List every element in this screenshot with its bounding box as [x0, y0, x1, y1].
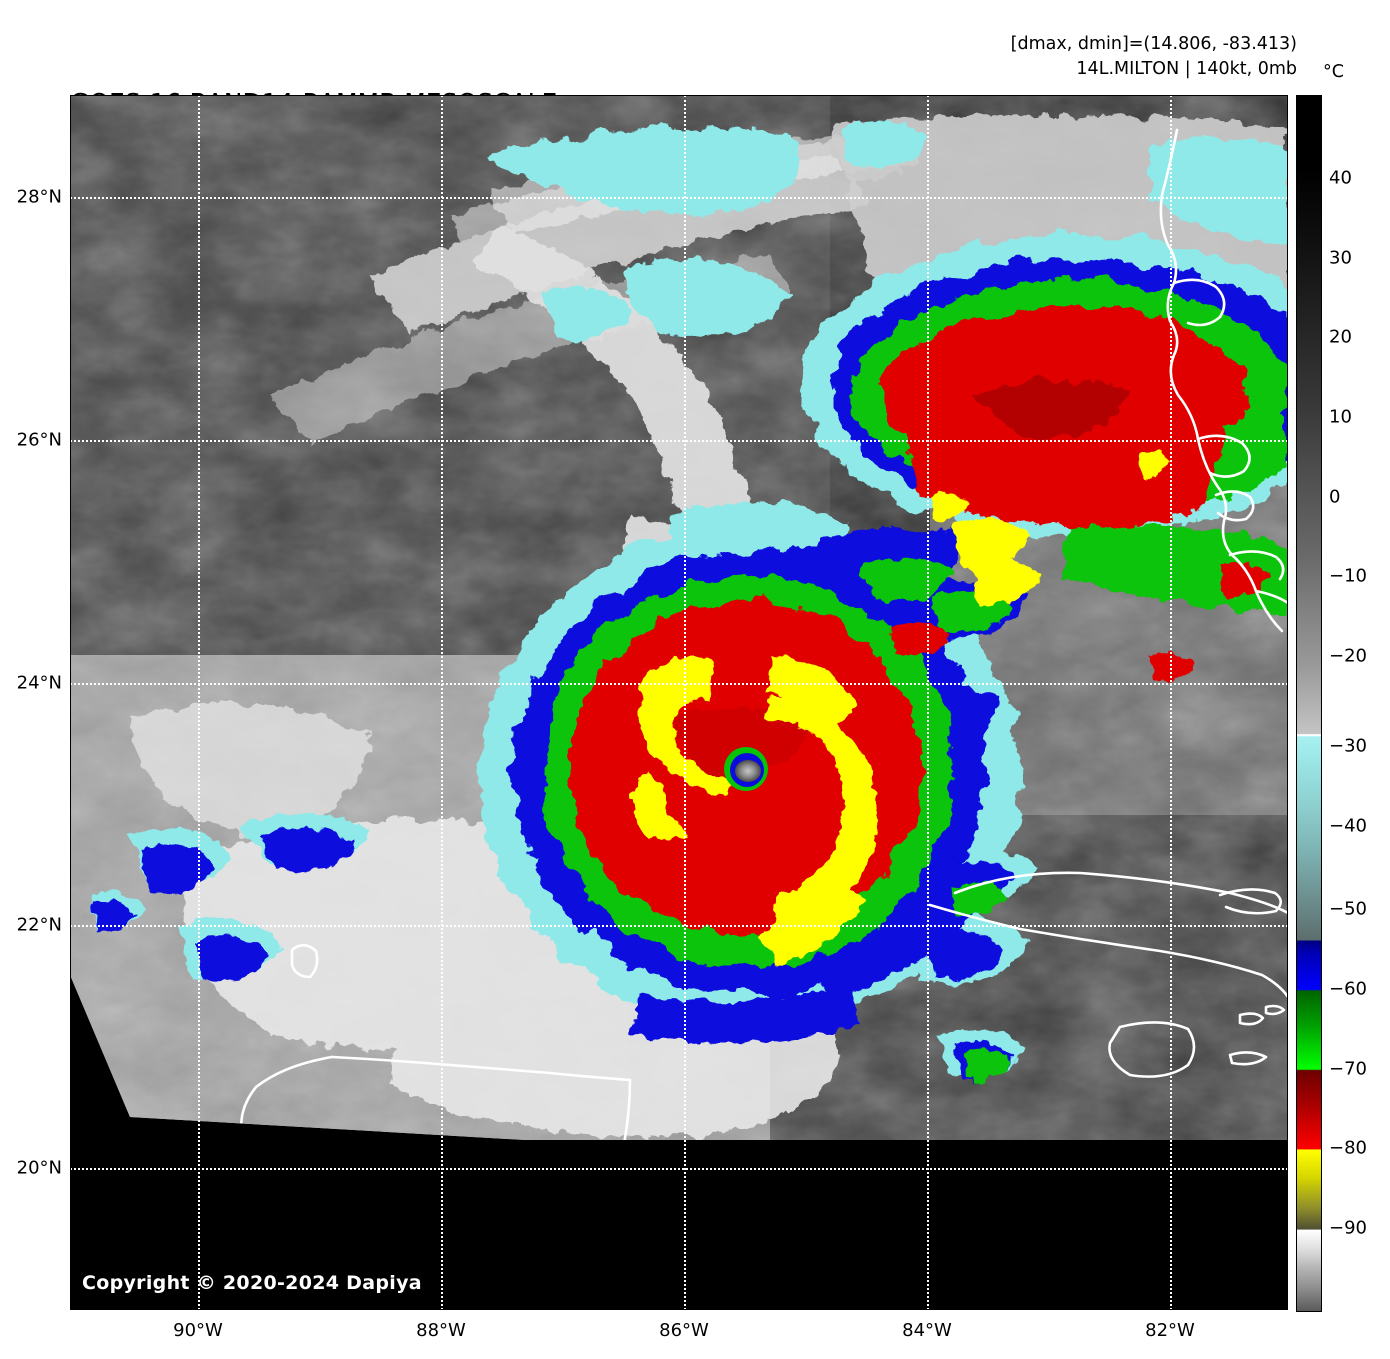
colorbar-tick-label: 20 [1329, 326, 1352, 348]
coastline-overlay [172, 128, 1288, 1140]
storm-info-label: 14L.MILTON | 140kt, 0mb [1076, 58, 1297, 79]
gridline-lon-86 [684, 95, 686, 1310]
colorbar-tick-label: 30 [1329, 247, 1352, 269]
satellite-imagery-panel: Copyright © 2020-2024 Dapiya [70, 95, 1288, 1310]
gridline-lon-82 [1170, 95, 1172, 1310]
colorbar-unit-label: °C [1323, 62, 1344, 82]
colorbar-tick-label: −20 [1329, 645, 1367, 667]
colorbar-tick-label: −10 [1329, 565, 1367, 587]
gridline-lat-22 [70, 925, 1288, 927]
y-tick-label: 28°N [16, 186, 62, 208]
x-tick-label: 82°W [1145, 1320, 1195, 1341]
gridline-lon-90 [198, 95, 200, 1310]
x-tick-label: 86°W [659, 1320, 709, 1341]
colorbar-tick-label: −30 [1329, 735, 1367, 757]
gridline-lat-26 [70, 440, 1288, 442]
colorbar-gradient [1297, 96, 1321, 1311]
y-tick-label: 24°N [16, 672, 62, 694]
colorbar-tick-label: −60 [1329, 978, 1367, 1000]
gridline-lon-88 [441, 95, 443, 1310]
colorbar-tick-label: 10 [1329, 406, 1352, 428]
figure-metadata-block: [dmax, dmin]=(14.806, -83.413) 14L.MILTO… [1011, 32, 1297, 82]
colorbar-tick-label: −70 [1329, 1058, 1367, 1080]
x-tick-label: 88°W [416, 1320, 466, 1341]
y-tick-label: 22°N [16, 914, 62, 936]
x-tick-label: 84°W [902, 1320, 952, 1341]
x-tick-label: 90°W [173, 1320, 223, 1341]
colorbar-tick-label: −80 [1329, 1137, 1367, 1159]
dmax-dmin-label: [dmax, dmin]=(14.806, -83.413) [1010, 34, 1297, 54]
copyright-label: Copyright © 2020-2024 Dapiya [82, 1272, 422, 1294]
colorbar-tick-label: 0 [1329, 486, 1341, 508]
gridline-lat-28 [70, 197, 1288, 199]
temperature-colorbar [1296, 95, 1322, 1312]
y-tick-label: 20°N [16, 1157, 62, 1179]
colorbar-tick-label: −90 [1329, 1217, 1367, 1239]
y-tick-label: 26°N [16, 429, 62, 451]
satellite-raster [70, 95, 1288, 1310]
colorbar-tick-label: −50 [1329, 898, 1367, 920]
colorbar-tick-label: −40 [1329, 815, 1367, 837]
gridline-lat-20 [70, 1168, 1288, 1170]
gridline-lon-84 [927, 95, 929, 1310]
colorbar-tick-label: 40 [1329, 167, 1352, 189]
gridline-lat-24 [70, 683, 1288, 685]
